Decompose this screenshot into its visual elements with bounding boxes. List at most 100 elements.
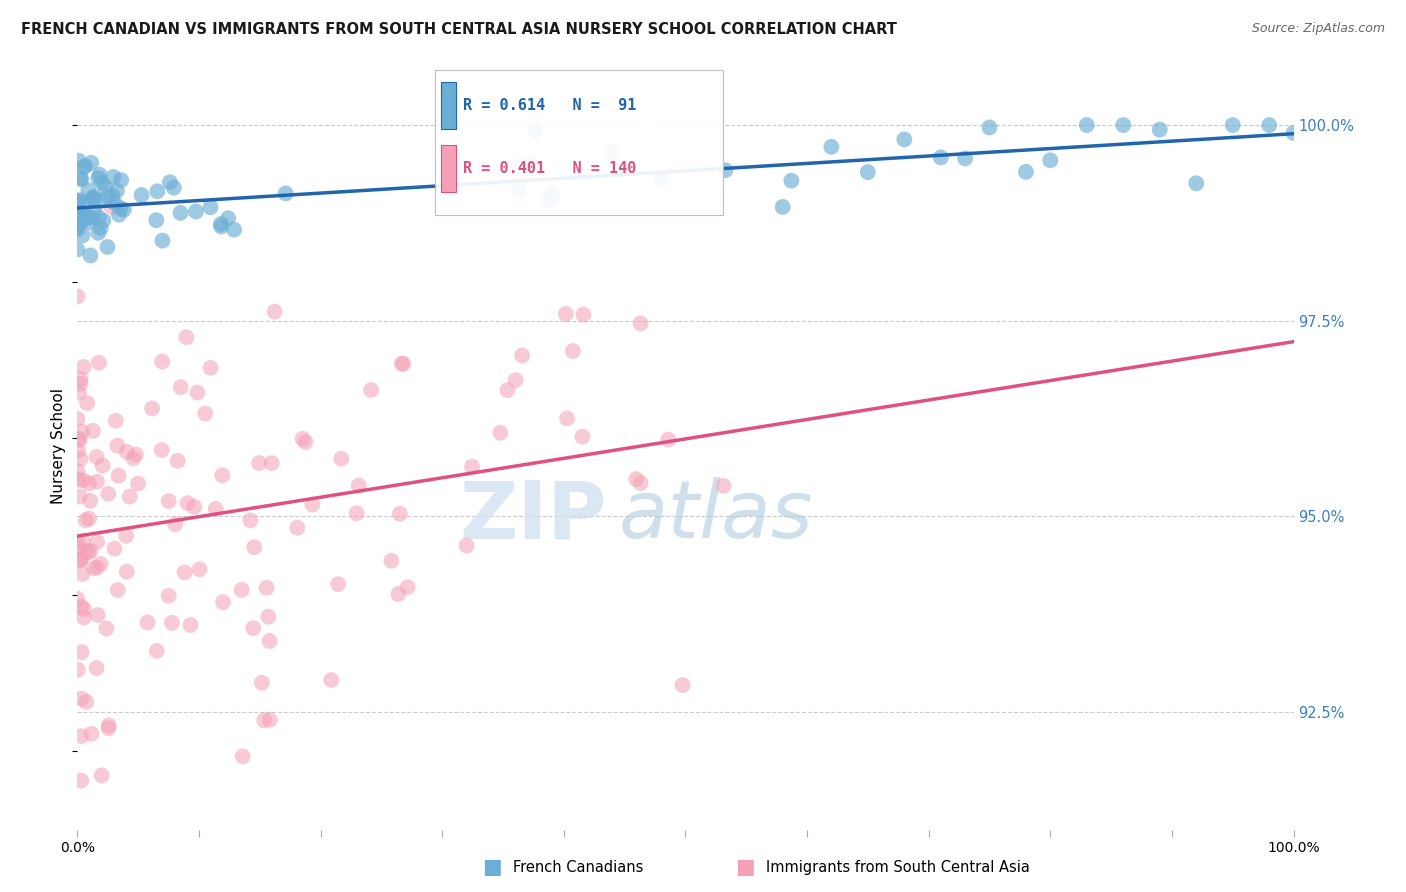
Point (73, 610, 96, 624)
Point (97, 487, 120, 501)
Y-axis label: Nursery School: Nursery School (51, 388, 66, 504)
Point (200, 360, 222, 375)
Point (72, 473, 94, 487)
Point (1015, 165, 1038, 179)
Point (200, 200, 222, 214)
Point (115, 529, 138, 543)
Point (555, 411, 578, 425)
Point (257, 609, 280, 624)
Point (70, 691, 93, 706)
Point (624, 472, 647, 486)
Point (66, 289, 89, 303)
Point (86, 560, 108, 574)
Point (76, 543, 98, 558)
Point (222, 223, 245, 237)
Point (347, 478, 370, 492)
Point (183, 500, 205, 514)
Point (125, 448, 148, 462)
Point (75, 695, 97, 709)
Text: ■: ■ (735, 857, 755, 877)
Point (79, 248, 101, 262)
Point (321, 673, 343, 687)
Point (713, 479, 735, 493)
Point (360, 383, 382, 397)
Point (1149, 122, 1171, 136)
Point (856, 165, 879, 179)
Point (772, 200, 794, 214)
Point (69, 376, 91, 391)
Point (396, 580, 419, 594)
Point (67, 153, 90, 168)
Point (263, 304, 285, 318)
Point (141, 401, 163, 416)
Point (274, 186, 297, 201)
Point (91, 213, 114, 227)
Point (112, 202, 135, 217)
Point (122, 451, 145, 466)
Point (83, 561, 105, 575)
Point (166, 454, 188, 468)
Point (169, 206, 191, 220)
Point (461, 459, 484, 474)
Point (571, 430, 593, 444)
Point (76, 196, 98, 211)
Point (83, 190, 105, 204)
Point (253, 714, 276, 728)
Point (66, 220, 89, 235)
Point (70, 425, 93, 439)
Point (75, 211, 97, 226)
Point (66, 464, 89, 478)
Bar (441, 145, 456, 192)
Point (80, 727, 103, 741)
Text: Immigrants from South Central Asia: Immigrants from South Central Asia (766, 860, 1031, 874)
Point (103, 541, 125, 556)
Point (75, 159, 97, 173)
Point (380, 554, 402, 568)
Point (66, 663, 89, 677)
Point (388, 507, 411, 521)
Point (67, 473, 90, 487)
Point (89, 168, 111, 182)
Text: R = 0.401   N = 140: R = 0.401 N = 140 (463, 161, 637, 176)
Point (82, 424, 104, 438)
Bar (441, 82, 456, 129)
Point (657, 433, 679, 447)
Point (165, 517, 187, 532)
Point (70, 214, 93, 228)
Point (1282, 126, 1305, 140)
Point (505, 373, 527, 387)
Point (103, 169, 125, 184)
Point (66, 243, 89, 257)
Point (979, 120, 1001, 135)
Point (69, 553, 91, 567)
Point (70, 552, 93, 566)
Point (97, 718, 120, 732)
Point (79, 493, 101, 508)
Point (79, 544, 101, 558)
Point (96, 622, 118, 636)
Point (67, 216, 90, 230)
Point (67, 385, 90, 400)
Text: ■: ■ (482, 857, 502, 877)
Point (188, 562, 211, 576)
Point (66, 210, 89, 224)
Point (391, 357, 413, 371)
Point (184, 204, 207, 219)
Point (508, 183, 530, 197)
Point (118, 490, 141, 504)
Point (520, 157, 543, 171)
Point (67, 553, 90, 567)
Point (242, 621, 264, 635)
Point (86, 450, 108, 464)
Point (66, 536, 89, 550)
Point (211, 468, 233, 483)
Point (77, 546, 100, 560)
Point (86, 475, 108, 489)
Point (110, 173, 132, 187)
Point (929, 150, 952, 164)
Point (80, 211, 103, 225)
Point (66, 194, 89, 208)
Point (510, 349, 533, 363)
Point (146, 184, 169, 198)
Point (176, 496, 198, 510)
